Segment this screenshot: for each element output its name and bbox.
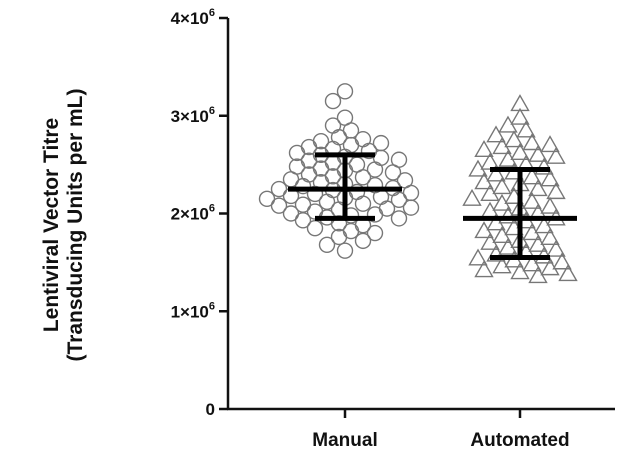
- y-tick-label: 1×106: [171, 300, 215, 321]
- data-point-circle: [390, 191, 408, 209]
- data-point-triangle: [534, 216, 554, 234]
- data-point-triangle: [558, 264, 578, 282]
- data-point-triangle: [486, 164, 506, 182]
- data-point-circle: [372, 188, 390, 206]
- data-point-circle: [330, 228, 348, 246]
- data-point-circle: [354, 195, 372, 212]
- data-point-triangle: [498, 149, 518, 167]
- data-point-triangle: [534, 157, 554, 175]
- data-point-circle: [306, 185, 324, 203]
- data-point-triangle: [498, 237, 518, 255]
- data-point-triangle: [498, 206, 518, 224]
- data-point-triangle: [522, 223, 542, 241]
- x-tick-label: Automated: [470, 430, 569, 451]
- data-point-triangle: [474, 140, 494, 158]
- data-point-triangle: [540, 196, 560, 214]
- data-point-circle: [354, 169, 372, 186]
- data-point-triangle: [504, 130, 524, 148]
- data-point-circle: [306, 219, 324, 237]
- data-point-triangle: [486, 125, 506, 143]
- data-point-triangle: [510, 262, 530, 280]
- data-point-triangle: [492, 137, 512, 155]
- y-axis-title-line2: (Transducing Units per mL): [64, 88, 87, 361]
- data-point-circle: [402, 199, 420, 216]
- data-point-circle: [324, 92, 342, 110]
- data-point-circle: [330, 215, 348, 232]
- data-point-triangle: [528, 179, 548, 197]
- data-point-circle: [294, 212, 312, 229]
- data-point-triangle: [492, 193, 512, 211]
- data-point-triangle: [510, 107, 530, 125]
- x-ticks: Manual Automated: [312, 409, 570, 451]
- data-point-triangle: [474, 260, 494, 278]
- data-point-triangle: [522, 191, 542, 209]
- data-point-circle: [366, 206, 384, 223]
- data-point-triangle: [468, 248, 488, 266]
- data-point-triangle: [492, 256, 512, 274]
- data-point-circle: [354, 232, 372, 250]
- y-axis-title: Lentiviral Vector Titre (Transducing Uni…: [40, 88, 87, 361]
- y-tick-label: 2×106: [171, 203, 215, 224]
- data-point-circle: [354, 131, 372, 148]
- data-point-triangle: [522, 133, 542, 151]
- data-point-triangle: [552, 252, 572, 270]
- y-tick-label: 3×106: [171, 105, 215, 126]
- y-axis-title-line1: Lentiviral Vector Titre: [40, 118, 63, 332]
- data-point-triangle: [522, 254, 542, 272]
- data-point-triangle: [516, 120, 536, 138]
- data-point-circle: [372, 149, 390, 166]
- data-point-triangle: [474, 172, 494, 190]
- summary-bars: [288, 152, 577, 260]
- data-point-circle: [366, 224, 384, 242]
- data-point-circle: [318, 236, 336, 253]
- data-point-circle: [336, 242, 354, 259]
- data-point-triangle: [486, 213, 506, 231]
- data-point-triangle: [498, 115, 518, 133]
- data-point-triangle: [528, 144, 548, 162]
- data-point-triangle: [492, 226, 512, 244]
- data-point-triangle: [546, 239, 566, 257]
- x-tick-label: Manual: [312, 430, 377, 451]
- data-point-triangle: [486, 244, 506, 262]
- data-point-circle: [294, 177, 312, 195]
- y-ticks: 0 1×106 2×106 3×106 4×106: [171, 7, 228, 419]
- data-point-triangle: [528, 266, 548, 284]
- data-point-triangle: [540, 258, 560, 276]
- y-tick-label: 4×106: [171, 7, 215, 28]
- y-tick-label: 0: [206, 400, 215, 419]
- data-point-triangle: [528, 234, 548, 252]
- data-point-triangle: [522, 167, 542, 185]
- data-point-triangle: [540, 169, 560, 187]
- data-point-circle: [390, 210, 408, 227]
- data-point-circle: [270, 197, 288, 214]
- data-point-triangle: [510, 142, 530, 160]
- data-point-circle: [288, 144, 306, 162]
- data-point-triangle: [546, 146, 566, 164]
- data-point-circle: [336, 83, 354, 100]
- data-point-triangle: [540, 228, 560, 246]
- data-points: [258, 83, 578, 284]
- data-point-triangle: [462, 188, 482, 206]
- data-point-triangle: [480, 232, 500, 250]
- data-point-triangle: [540, 135, 560, 153]
- data-point-triangle: [474, 221, 494, 239]
- data-point-circle: [324, 117, 342, 134]
- data-point-circle: [342, 136, 360, 154]
- data-point-triangle: [480, 184, 500, 202]
- data-point-triangle: [492, 177, 512, 195]
- data-point-triangle: [468, 159, 488, 177]
- data-point-triangle: [546, 182, 566, 200]
